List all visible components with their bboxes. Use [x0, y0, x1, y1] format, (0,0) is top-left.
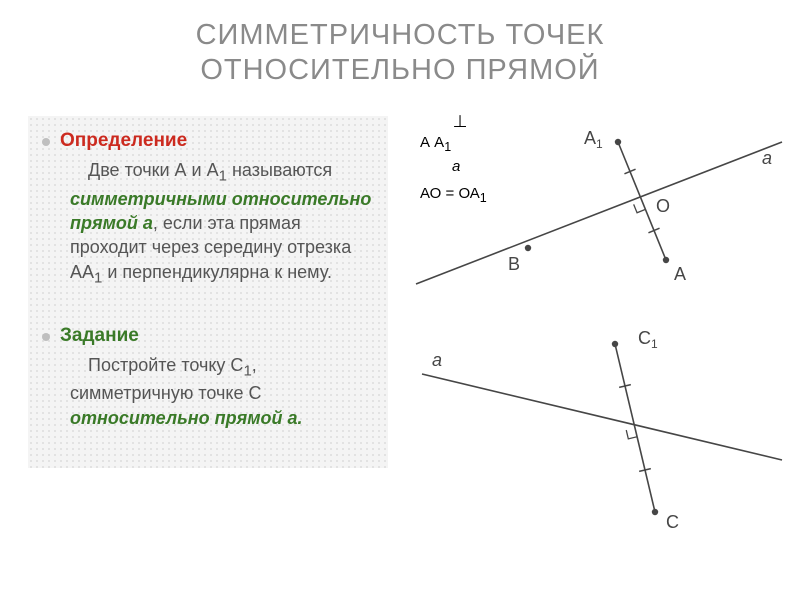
svg-text:А: А — [674, 264, 686, 284]
svg-text:С: С — [666, 512, 679, 532]
task-heading: Задание — [60, 325, 139, 347]
definition-body: Две точки А и А1 называются симметричным… — [70, 158, 374, 289]
bullet-icon — [42, 333, 50, 341]
text-panel: Определение Две точки А и А1 называются … — [28, 116, 388, 468]
title-line1: СИММЕТРИЧНОСТЬ ТОЧЕК — [196, 19, 605, 51]
geometry-diagram: А А1 О Ва С С1 а — [410, 112, 790, 572]
bullet-icon — [42, 138, 50, 146]
definition-heading-row: Определение — [42, 130, 374, 152]
svg-text:а: а — [432, 350, 442, 370]
svg-text:О: О — [656, 196, 670, 216]
svg-text:В: В — [508, 254, 520, 274]
slide-title: СИММЕТРИЧНОСТЬ ТОЧЕК ОТНОСИТЕЛЬНО ПРЯМОЙ — [0, 18, 800, 88]
svg-text:С1: С1 — [638, 328, 658, 351]
task-heading-row: Задание — [42, 325, 374, 347]
svg-text:А1: А1 — [584, 128, 603, 151]
definition-heading: Определение — [60, 130, 187, 152]
svg-text:а: а — [762, 148, 772, 168]
title-line2: ОТНОСИТЕЛЬНО ПРЯМОЙ — [200, 54, 599, 86]
task-body: Постройте точку С1, симметричную точке С… — [70, 353, 374, 430]
